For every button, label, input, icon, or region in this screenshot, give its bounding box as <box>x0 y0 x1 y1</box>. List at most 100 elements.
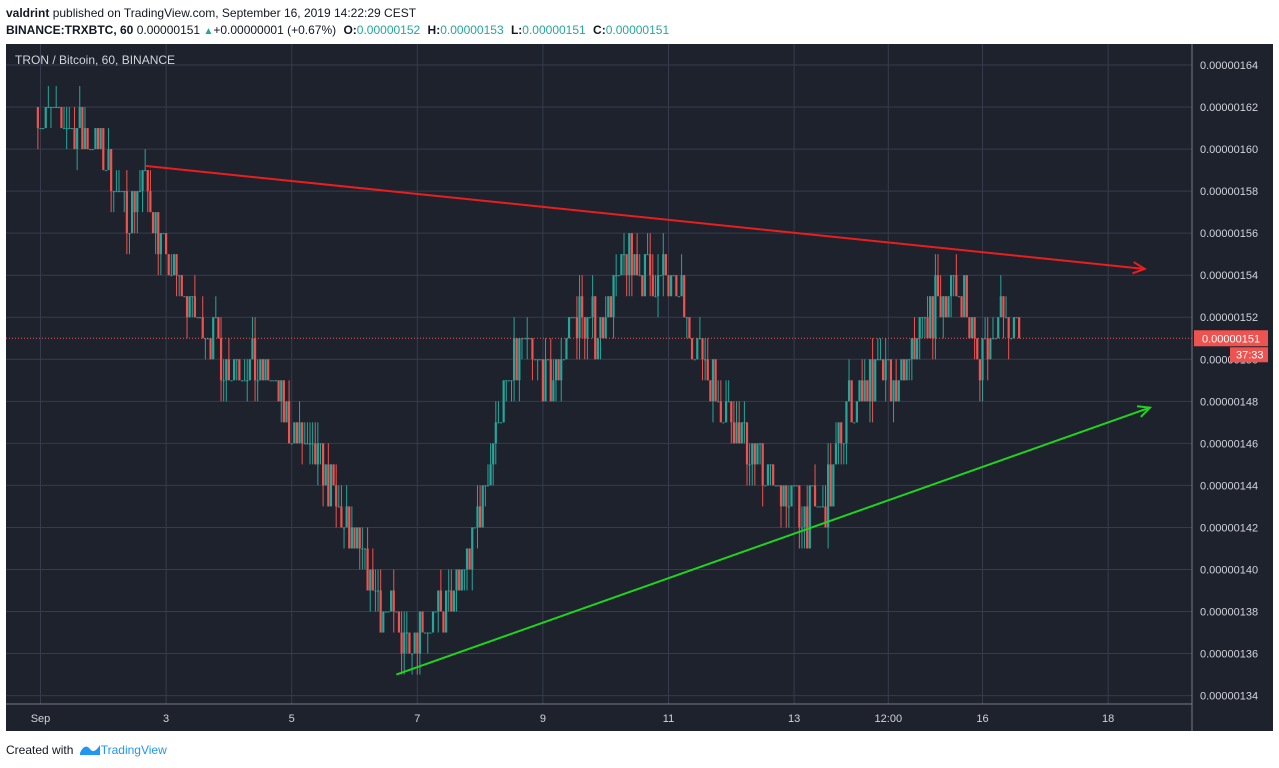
candle-body <box>350 527 353 549</box>
candle-body <box>49 107 53 109</box>
candle-body <box>167 254 170 276</box>
candle-body <box>301 422 304 444</box>
candle-body <box>897 380 900 402</box>
candle-body <box>730 401 733 423</box>
candle-body <box>293 422 296 444</box>
candle-body <box>547 359 550 361</box>
candle-body <box>374 590 377 592</box>
candle-body <box>581 296 584 318</box>
x-tick-label: 11 <box>663 713 674 725</box>
candle-body <box>468 548 471 570</box>
candle-body <box>793 485 796 487</box>
candle-body <box>78 107 81 129</box>
candle-body <box>476 506 479 528</box>
candle-body <box>850 380 853 423</box>
chart-area[interactable]: TRON / Bitcoin, 60, BINANCE 0.00000164 0.… <box>6 44 1273 731</box>
candle-body <box>418 611 422 654</box>
candle-body <box>955 275 958 297</box>
candle-body <box>52 107 55 109</box>
candle-body <box>94 128 97 150</box>
x-tick-label: 16 <box>976 713 988 725</box>
candle-body <box>280 380 283 402</box>
candle-body <box>366 548 369 591</box>
candle-body <box>565 338 568 360</box>
candle-body <box>714 359 717 402</box>
candle-body <box>827 464 830 528</box>
candle-body <box>322 443 325 486</box>
candle-body <box>151 212 155 234</box>
candle-body <box>282 380 285 423</box>
candle-body <box>89 149 92 151</box>
candle-body <box>936 275 940 297</box>
candle-body <box>149 191 152 213</box>
candle-body <box>337 506 340 508</box>
close-label: C: <box>593 23 606 37</box>
price-chart[interactable]: TRON / Bitcoin, 60, BINANCE 0.000001640.… <box>6 44 1273 731</box>
candle-body <box>950 275 953 297</box>
candle-body <box>371 569 374 591</box>
candle-body <box>361 548 364 550</box>
candle-body <box>575 317 579 339</box>
candle-body <box>902 359 906 381</box>
candle-body <box>1018 317 1021 339</box>
candle-body <box>1007 317 1010 339</box>
candle-body <box>871 359 874 402</box>
candle-body <box>609 296 613 318</box>
candle-body <box>680 275 683 297</box>
candle-body <box>596 338 599 360</box>
candle-body <box>144 170 147 172</box>
candle-body <box>489 464 492 486</box>
price-change: +0.00000001 (+0.67%) <box>213 23 337 37</box>
candle-body <box>272 380 275 382</box>
candle-body <box>81 107 84 150</box>
high-label: H: <box>427 23 441 37</box>
candle-body <box>358 527 361 549</box>
candle-body <box>209 338 212 360</box>
candle-body <box>617 275 620 277</box>
candle-body <box>316 443 319 465</box>
candle-body <box>879 359 882 361</box>
candle-body <box>541 359 544 402</box>
author-name[interactable]: valdrint <box>6 6 50 20</box>
candle-body <box>499 422 503 424</box>
tradingview-logo-icon[interactable] <box>79 742 101 760</box>
candle-body <box>782 485 785 507</box>
candle-body <box>405 632 408 634</box>
candle-body <box>769 464 772 466</box>
candle-body <box>819 506 822 508</box>
candle-body <box>319 443 322 445</box>
candle-body <box>562 359 565 361</box>
tradingview-brand[interactable]: TradingView <box>100 743 167 758</box>
candle-body <box>243 380 246 382</box>
candle-body <box>761 443 764 486</box>
candle-body <box>481 485 484 528</box>
y-tick-label: 0.00000140 <box>1200 564 1258 576</box>
low-value: 0.00000151 <box>522 23 586 37</box>
candle-body <box>458 569 461 591</box>
candle-body <box>285 401 288 423</box>
candle-body <box>429 632 432 634</box>
candle-body <box>588 317 592 319</box>
candle-body <box>738 422 741 444</box>
candle-body <box>855 401 858 423</box>
candle-body <box>1015 317 1018 319</box>
candle-body <box>719 401 722 423</box>
candle-body <box>455 569 458 591</box>
candle-body <box>157 212 160 255</box>
candle-body <box>646 254 649 256</box>
candle-body <box>683 275 686 318</box>
candle-body <box>997 317 1000 339</box>
candle-body <box>86 128 89 150</box>
candle-body <box>395 611 398 613</box>
candle-body <box>539 359 542 361</box>
candle-body <box>416 632 419 654</box>
candle-body <box>353 527 356 549</box>
candle-body <box>335 485 338 507</box>
candle-body <box>342 527 346 529</box>
resistance-trendline <box>145 164 1145 270</box>
candle-body <box>528 338 531 340</box>
candle-body <box>944 296 947 318</box>
candle-body <box>808 485 811 549</box>
candle-body <box>146 170 149 192</box>
candle-body <box>672 275 675 277</box>
